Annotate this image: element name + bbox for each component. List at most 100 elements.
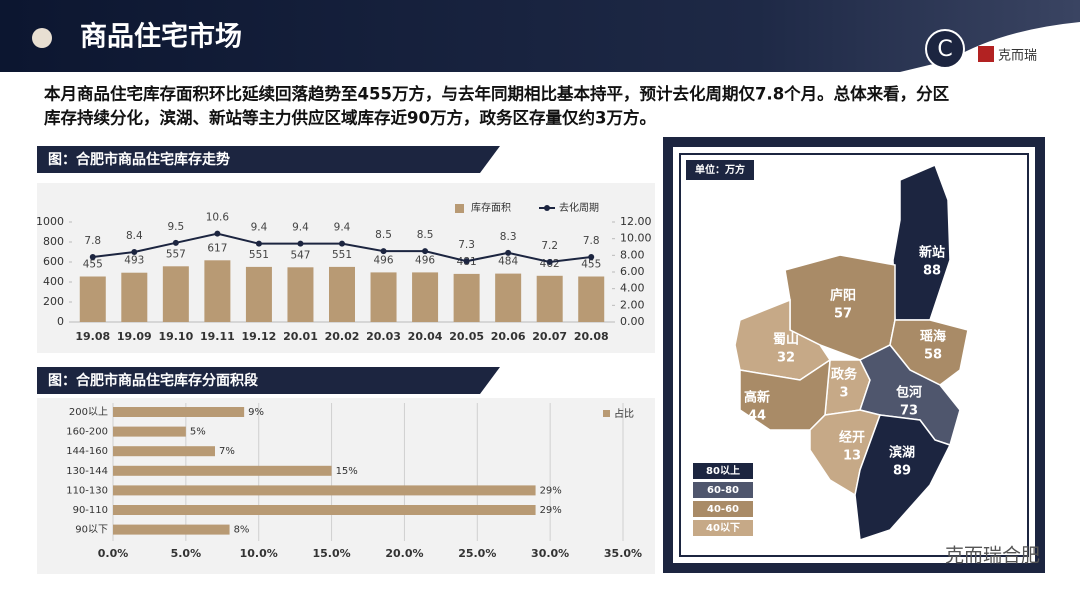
region-name: 瑶海: [920, 329, 946, 345]
y2-tick-label: 6.00: [620, 265, 645, 278]
bar-label: 557: [166, 248, 186, 260]
y-tick-label: 600: [43, 255, 64, 268]
bar-label: 496: [374, 254, 394, 266]
chart-title: 图：合肥市商品住宅库存走势: [48, 151, 230, 168]
badge-text: C: [937, 37, 952, 62]
bar: [113, 524, 230, 535]
region-name: 滨湖: [889, 445, 915, 461]
bar-label: 617: [207, 242, 227, 254]
line-label: 8.3: [500, 231, 517, 243]
bar: [453, 273, 480, 322]
bar: [204, 260, 231, 322]
x-tick-label: 19.08: [75, 330, 110, 343]
bar-label: 551: [332, 249, 352, 261]
region-value: 89: [893, 464, 911, 479]
x-tick-label: 30.0%: [531, 547, 569, 560]
line-label: 8.5: [375, 229, 392, 241]
y-tick-label: 200以上: [69, 406, 108, 418]
map-unit: 单位：万方: [695, 163, 745, 176]
x-tick-label: 19.10: [158, 330, 193, 343]
map-frame-inner: [679, 153, 1029, 557]
chart-title: 图：合肥市商品住宅库存分面积段: [48, 372, 258, 389]
line-label: 7.2: [541, 240, 558, 252]
bar: [495, 273, 522, 322]
region-value: 58: [924, 348, 942, 363]
line-label: 8.5: [417, 229, 434, 241]
line-point: [339, 240, 345, 247]
bar: [412, 272, 439, 322]
bar: [113, 485, 536, 496]
bar-label: 9%: [248, 407, 264, 418]
x-tick-label: 20.08: [574, 330, 609, 343]
y2-tick-label: 0.00: [620, 315, 645, 328]
x-tick-label: 20.02: [325, 330, 360, 343]
page-title: 商品住宅市场: [80, 21, 242, 53]
bar: [536, 275, 563, 322]
map-region: [854, 414, 952, 542]
bar: [370, 272, 397, 322]
bar-label: 455: [581, 259, 601, 271]
y-tick-label: 200: [43, 295, 64, 308]
region-name: 高新: [744, 390, 770, 406]
y-tick-label: 110-130: [66, 485, 108, 496]
y2-tick-label: 2.00: [620, 298, 645, 311]
bar-label: 547: [290, 249, 310, 261]
legend-swatch: [544, 205, 550, 211]
y-tick-label: 1000: [36, 215, 64, 228]
map-legend-label: 60-80: [707, 485, 739, 496]
x-tick-label: 20.0%: [385, 547, 423, 560]
line-label: 9.4: [292, 222, 309, 234]
line-point: [255, 240, 262, 247]
y2-tick-label: 12.00: [620, 215, 652, 228]
region-value: 88: [923, 264, 941, 279]
y2-tick-label: 10.00: [620, 232, 652, 245]
bar-label: 484: [498, 256, 518, 268]
bar: [121, 272, 148, 322]
map-legend-box: [693, 482, 753, 498]
line-point: [214, 230, 221, 237]
line-point: [380, 248, 387, 255]
bar: [113, 465, 332, 476]
y-tick-label: 90-110: [73, 505, 108, 516]
region-name: 政务: [831, 367, 858, 383]
region-value: 44: [748, 409, 766, 424]
bar: [162, 266, 189, 322]
x-tick-label: 5.0%: [171, 547, 202, 560]
line-point: [172, 239, 179, 246]
y-tick-label: 400: [43, 275, 64, 288]
region-value: 73: [900, 404, 918, 419]
legend-swatch: [455, 204, 464, 213]
map-legend-label: 40以下: [706, 522, 740, 534]
line-point: [89, 254, 96, 260]
legend-swatch: [603, 410, 610, 417]
y-tick-label: 0: [57, 315, 64, 328]
x-tick-label: 20.04: [408, 330, 443, 343]
bar-label: 29%: [540, 485, 562, 496]
region-value: 13: [843, 449, 861, 464]
bar-label: 5%: [190, 427, 206, 438]
x-tick-label: 20.06: [491, 330, 526, 343]
x-tick-label: 19.11: [200, 330, 235, 343]
line-label: 7.8: [583, 235, 600, 247]
bar-label: 7%: [219, 446, 235, 457]
map-legend-box: [693, 463, 753, 479]
line-point: [131, 249, 138, 255]
y-tick-label: 160-200: [66, 427, 108, 438]
y-tick-label: 144-160: [66, 446, 108, 457]
logo-mark: [978, 46, 994, 62]
line-point: [422, 248, 429, 255]
bar: [287, 267, 314, 322]
chart-title-bar: [37, 367, 500, 394]
line-point: [505, 249, 512, 256]
bar: [79, 276, 106, 322]
region-name: 包河: [896, 385, 922, 401]
map-legend-label: 80以上: [706, 464, 740, 477]
watermark: 克而瑞合肥: [945, 545, 1040, 567]
line-point: [297, 240, 304, 247]
line-label: 10.6: [206, 212, 230, 224]
line-label: 7.3: [458, 239, 475, 251]
y2-tick-label: 4.00: [620, 282, 645, 295]
bar-label: 15%: [336, 466, 358, 477]
legend-label: 库存面积: [471, 201, 511, 214]
